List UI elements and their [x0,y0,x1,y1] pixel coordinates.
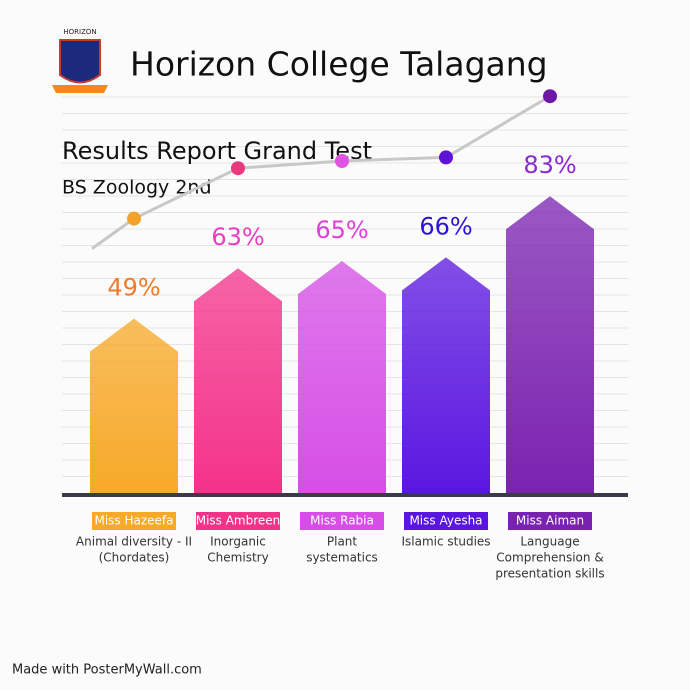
teacher-name: Miss Ayesha [409,514,482,528]
value-label: 66% [419,212,472,240]
teacher-badge [92,512,176,530]
logo: HORIZON [52,28,108,93]
subject-line: systematics [306,551,378,565]
trend-dot [543,89,557,104]
subject-line: Comprehension & [496,551,603,565]
subject-line: Chemistry [207,551,268,565]
trend-dot [231,161,245,176]
logo-text: HORIZON [63,28,96,36]
subject-line: Plant [327,535,358,549]
subject-line: Inorganic [210,535,266,549]
subject-line: (Chordates) [99,551,170,565]
subject-line: Language [520,535,579,549]
subject-line: Islamic studies [401,535,490,549]
chart-title: Results Report Grand Test [62,137,372,165]
bar [194,268,282,495]
teacher-name: Miss Hazeefa [94,514,173,528]
trend-line [91,94,551,250]
teacher-badge [300,512,384,530]
bar [402,257,490,495]
chart-subtitle: BS Zoology 2nd [62,177,212,199]
teacher-name: Miss Aiman [516,514,584,528]
subject-line: presentation skills [495,567,604,581]
bar [90,318,178,495]
teacher-badge [508,512,592,530]
trend-dot [439,150,453,165]
value-label: 83% [523,151,576,179]
subject-line: Animal diversity - II [76,535,192,549]
value-label: 65% [315,216,368,244]
teacher-badge [196,512,280,530]
footer: Made with PosterMyWall.com [12,663,202,678]
teacher-name: Miss Rabia [310,514,374,528]
value-label: 49% [107,274,160,302]
trend-dot [335,154,349,168]
teacher-name: Miss Ambreen [196,514,281,528]
teacher-badge [404,512,488,530]
college-name: Horizon College Talagang [130,45,548,84]
value-label: 63% [211,223,264,251]
bar [298,261,386,495]
trend-dot [127,211,141,226]
bar [506,196,594,495]
